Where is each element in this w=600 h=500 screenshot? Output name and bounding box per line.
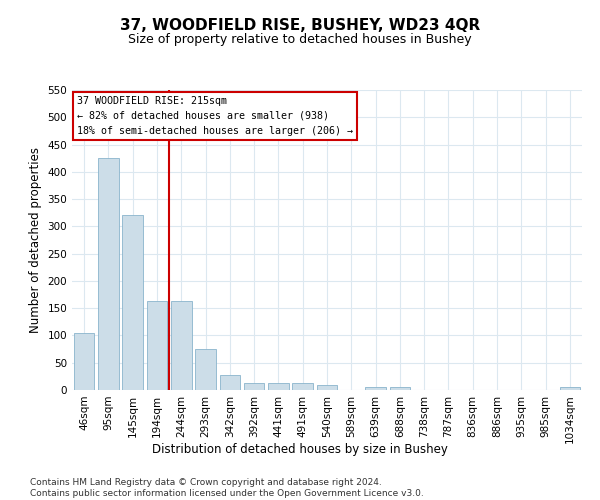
Bar bbox=[122, 216, 143, 390]
Bar bbox=[317, 385, 337, 390]
Bar bbox=[560, 388, 580, 390]
Bar bbox=[220, 376, 240, 390]
Bar bbox=[389, 388, 410, 390]
Bar bbox=[98, 158, 119, 390]
Bar bbox=[268, 383, 289, 390]
Text: Contains HM Land Registry data © Crown copyright and database right 2024.
Contai: Contains HM Land Registry data © Crown c… bbox=[30, 478, 424, 498]
Bar bbox=[365, 388, 386, 390]
Bar bbox=[146, 301, 167, 390]
Bar bbox=[244, 383, 265, 390]
Bar bbox=[74, 332, 94, 390]
Bar bbox=[171, 301, 191, 390]
Text: 37, WOODFIELD RISE, BUSHEY, WD23 4QR: 37, WOODFIELD RISE, BUSHEY, WD23 4QR bbox=[120, 18, 480, 32]
Y-axis label: Number of detached properties: Number of detached properties bbox=[29, 147, 42, 333]
Bar bbox=[292, 383, 313, 390]
Text: Size of property relative to detached houses in Bushey: Size of property relative to detached ho… bbox=[128, 32, 472, 46]
Bar bbox=[195, 349, 216, 390]
Text: 37 WOODFIELD RISE: 215sqm
← 82% of detached houses are smaller (938)
18% of semi: 37 WOODFIELD RISE: 215sqm ← 82% of detac… bbox=[77, 96, 353, 136]
Text: Distribution of detached houses by size in Bushey: Distribution of detached houses by size … bbox=[152, 442, 448, 456]
